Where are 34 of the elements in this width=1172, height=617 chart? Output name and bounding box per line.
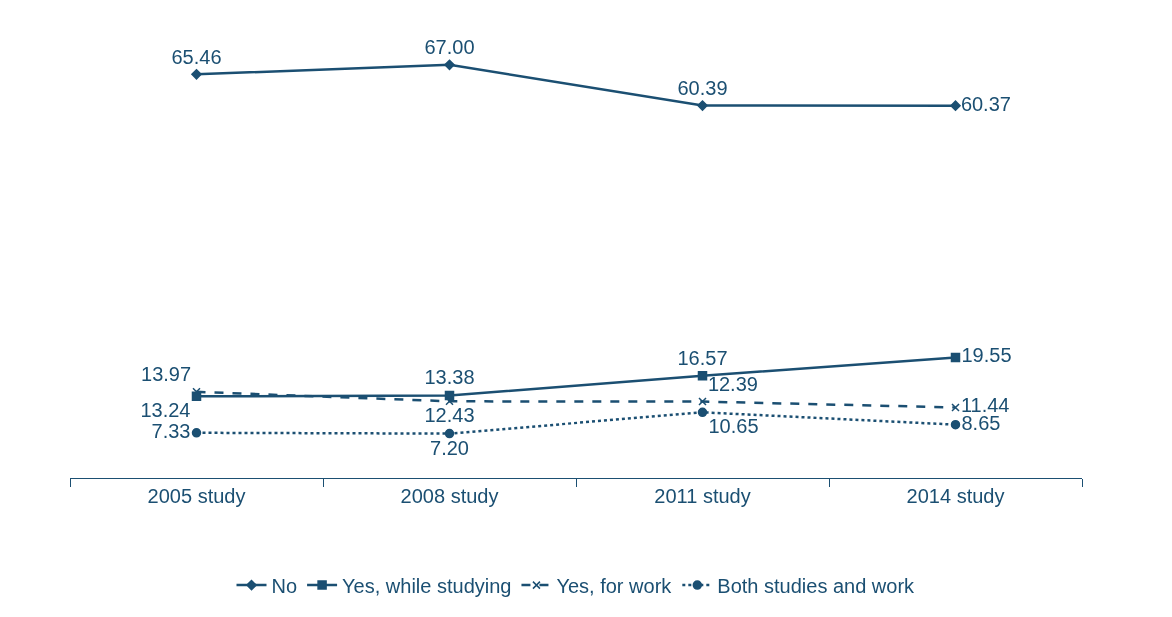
point xyxy=(951,403,960,412)
point xyxy=(191,428,202,438)
legend-label: Yes, while studying xyxy=(342,574,512,597)
data-label: 19.55 xyxy=(961,344,1012,367)
x-tick-label: 2011 study xyxy=(654,485,751,507)
data-label: 60.39 xyxy=(677,77,728,100)
x-tick-label: 2005 study xyxy=(147,485,246,507)
point xyxy=(950,352,961,363)
data-label: 60.37 xyxy=(960,92,1011,115)
data-label: 13.38 xyxy=(424,366,475,389)
x-tick-label: 2008 study xyxy=(400,485,499,507)
legend-label: Both studies and work xyxy=(717,574,916,597)
legend-label: No xyxy=(271,574,298,597)
data-label: 13.97 xyxy=(141,363,192,386)
data-label: 16.57 xyxy=(677,346,728,369)
point xyxy=(444,428,455,439)
point xyxy=(950,100,961,111)
data-label: 65.46 xyxy=(171,45,222,68)
data-label: 67.00 xyxy=(424,36,475,59)
x-tick-label: 2014 study xyxy=(906,485,1005,507)
point xyxy=(950,419,961,430)
data-label: 7.33 xyxy=(151,419,191,442)
legend-label: Yes, for work xyxy=(556,574,673,597)
data-label: 13.24 xyxy=(140,399,191,422)
data-label: 10.65 xyxy=(708,415,759,438)
data-label: 12.39 xyxy=(707,373,758,396)
point xyxy=(698,397,707,406)
point xyxy=(191,68,202,80)
point xyxy=(697,100,708,111)
point xyxy=(697,371,708,381)
point xyxy=(444,59,455,71)
data-label: 12.43 xyxy=(424,403,475,426)
point xyxy=(697,407,708,418)
data-label: 7.20 xyxy=(430,436,469,459)
